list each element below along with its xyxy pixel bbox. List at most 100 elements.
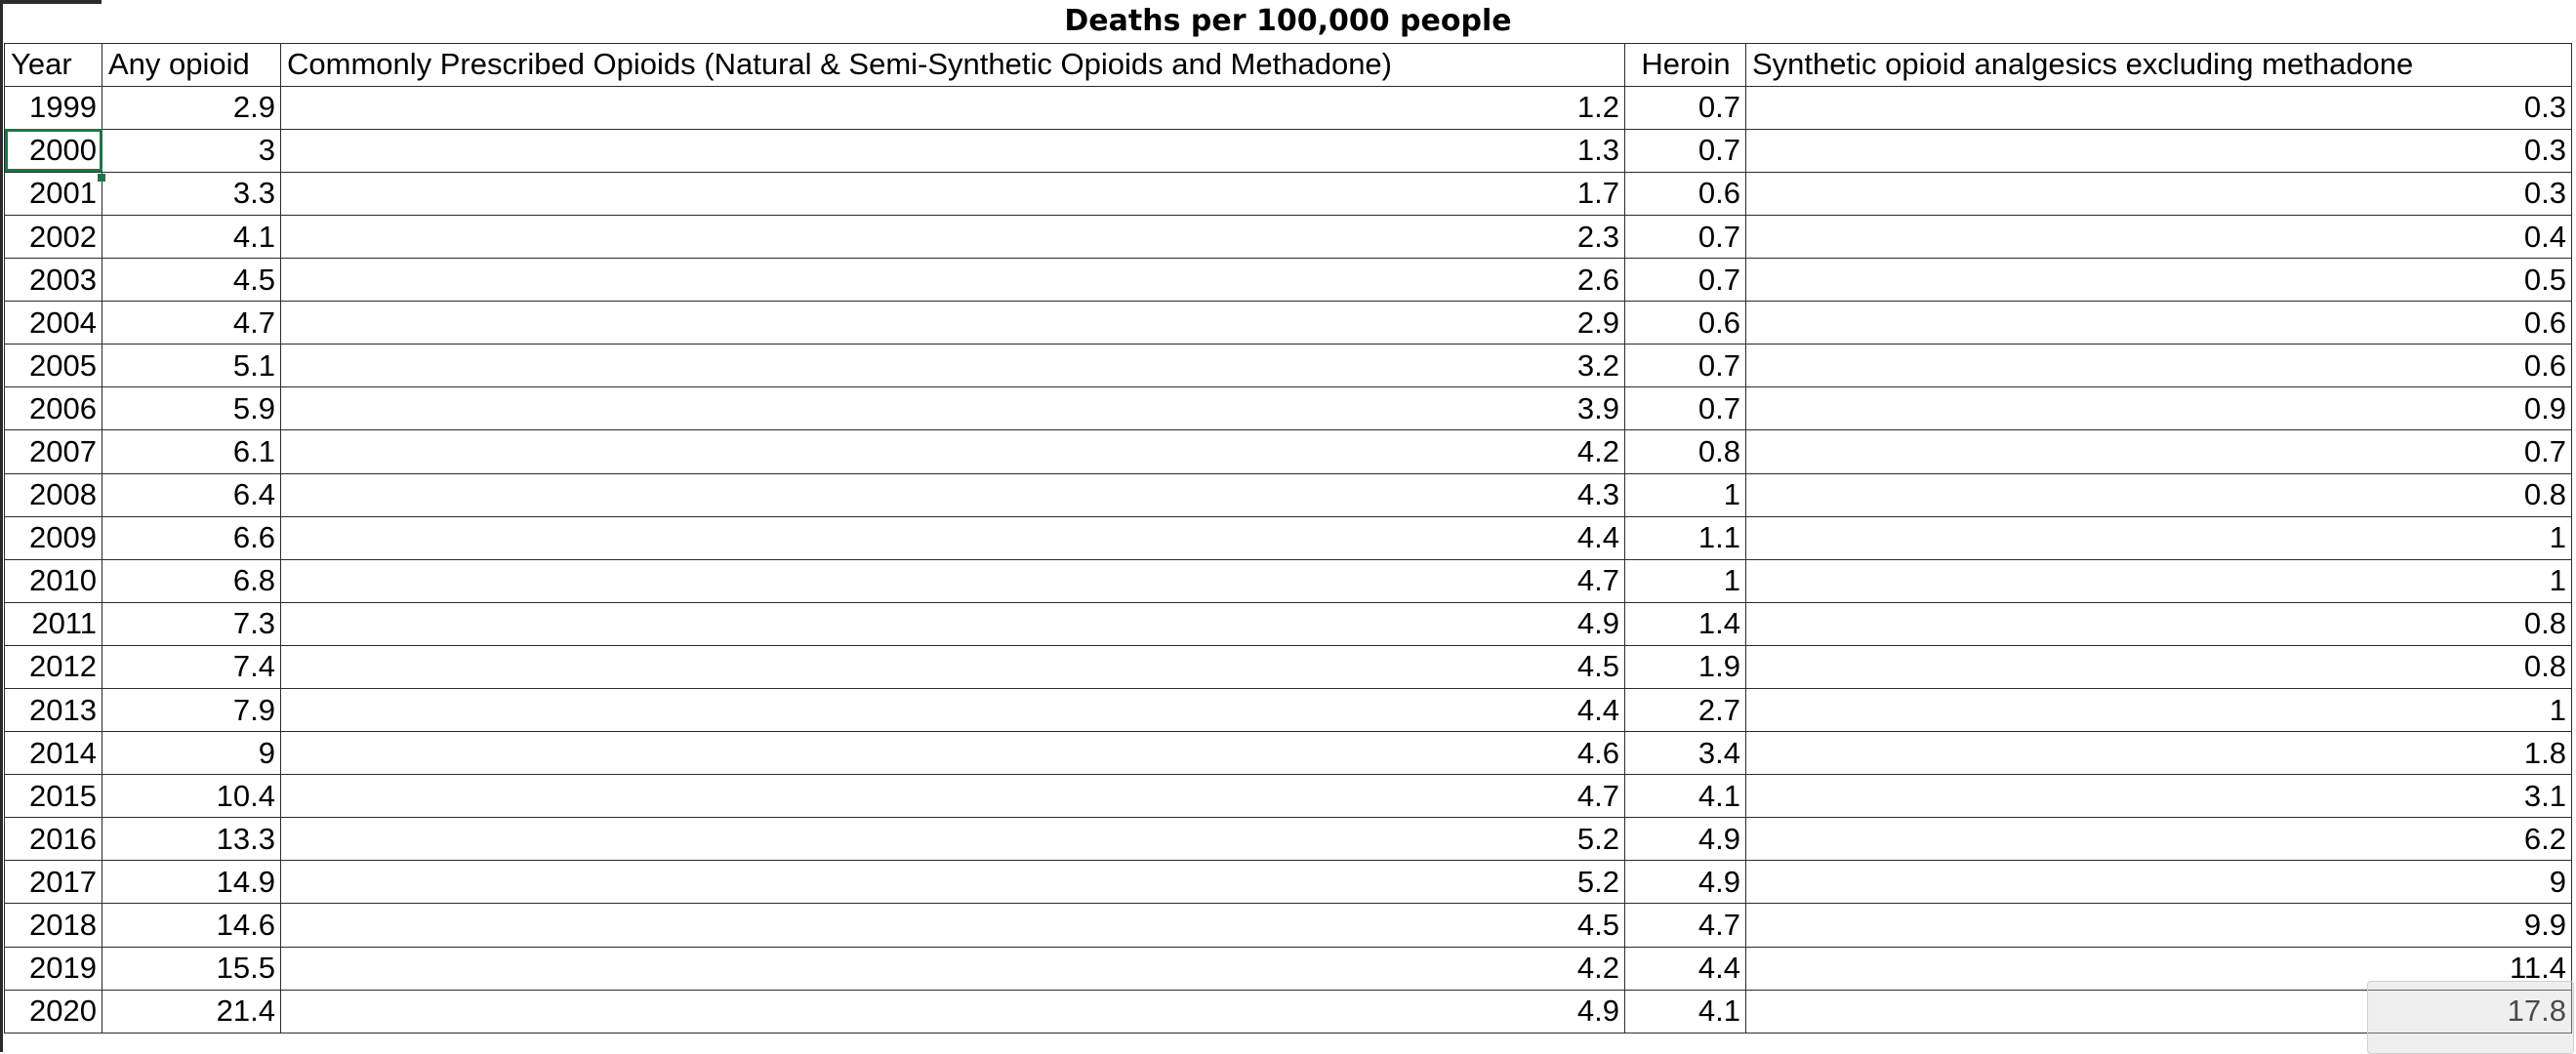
cell-synthetic-opioids[interactable]: 0.3 — [1745, 171, 2572, 216]
cell-heroin[interactable]: 0.8 — [1624, 429, 1746, 474]
cell-year[interactable]: 2004 — [4, 301, 102, 345]
cell-synthetic-opioids[interactable]: 6.2 — [1745, 817, 2572, 862]
cell-synthetic-opioids[interactable]: 0.4 — [1745, 214, 2572, 260]
cell-synthetic-opioids[interactable]: 0.6 — [1745, 344, 2572, 388]
cell-prescribed-opioids[interactable]: 5.2 — [280, 860, 1625, 905]
cell-any-opioid[interactable]: 7.4 — [102, 644, 281, 690]
cell-year[interactable]: 2013 — [4, 687, 102, 733]
cell-year[interactable]: 2014 — [4, 731, 102, 776]
cell-any-opioid[interactable]: 7.3 — [102, 601, 281, 646]
table-title[interactable]: Deaths per 100,000 people — [4, 0, 2572, 44]
cell-heroin[interactable]: 4.1 — [1624, 989, 1746, 1034]
cell-synthetic-opioids[interactable]: 3.1 — [1745, 774, 2572, 819]
cell-synthetic-opioids[interactable]: 0.9 — [1745, 386, 2572, 431]
cell-heroin[interactable]: 4.9 — [1624, 817, 1746, 862]
cell-prescribed-opioids[interactable]: 3.9 — [280, 386, 1625, 431]
cell-heroin[interactable]: 0.7 — [1624, 128, 1746, 173]
cell-synthetic-opioids[interactable]: 0.5 — [1745, 258, 2572, 303]
cell-synthetic-opioids[interactable]: 0.8 — [1745, 601, 2572, 646]
cell-any-opioid[interactable]: 5.1 — [102, 344, 281, 388]
cell-heroin[interactable]: 4.7 — [1624, 903, 1746, 948]
cell-prescribed-opioids[interactable]: 1.3 — [280, 128, 1625, 173]
cell-any-opioid[interactable]: 21.4 — [102, 989, 281, 1034]
cell-any-opioid[interactable]: 5.9 — [102, 386, 281, 431]
cell-year[interactable]: 2015 — [4, 774, 102, 819]
cell-year[interactable]: 1999 — [4, 85, 102, 130]
cell-any-opioid[interactable]: 6.8 — [102, 558, 281, 603]
cell-heroin[interactable]: 4.4 — [1624, 946, 1746, 991]
cell-heroin[interactable]: 4.9 — [1624, 860, 1746, 905]
cell-prescribed-opioids[interactable]: 4.5 — [280, 903, 1625, 948]
cell-synthetic-opioids[interactable]: 0.7 — [1745, 429, 2572, 474]
cell-heroin[interactable]: 1.4 — [1624, 601, 1746, 646]
cell-synthetic-opioids[interactable]: 1 — [1745, 558, 2572, 603]
cell-heroin[interactable]: 1 — [1624, 558, 1746, 603]
cell-prescribed-opioids[interactable]: 2.9 — [280, 301, 1625, 345]
cell-year[interactable]: 2019 — [4, 946, 102, 991]
cell-year[interactable]: 2000 — [4, 128, 102, 173]
cell-heroin[interactable]: 0.6 — [1624, 171, 1746, 216]
cell-synthetic-opioids[interactable]: 1.8 — [1745, 731, 2572, 776]
cell-synthetic-opioids[interactable]: 0.8 — [1745, 472, 2572, 517]
cell-heroin[interactable]: 2.7 — [1624, 687, 1746, 733]
header-prescribed-opioids[interactable]: Commonly Prescribed Opioids (Natural & S… — [280, 42, 1625, 87]
cell-year[interactable]: 2017 — [4, 860, 102, 905]
cell-any-opioid[interactable]: 6.1 — [102, 429, 281, 474]
cell-year[interactable]: 2008 — [4, 472, 102, 517]
header-year[interactable]: Year — [4, 42, 102, 87]
cell-synthetic-opioids[interactable]: 0.8 — [1745, 644, 2572, 690]
cell-prescribed-opioids[interactable]: 4.7 — [280, 774, 1625, 819]
cell-prescribed-opioids[interactable]: 4.7 — [280, 558, 1625, 603]
cell-year[interactable]: 2006 — [4, 386, 102, 431]
cell-year[interactable]: 2009 — [4, 515, 102, 560]
cell-any-opioid[interactable]: 2.9 — [102, 85, 281, 130]
cell-heroin[interactable]: 3.4 — [1624, 731, 1746, 776]
cell-any-opioid[interactable]: 10.4 — [102, 774, 281, 819]
cell-any-opioid[interactable]: 4.7 — [102, 301, 281, 345]
cell-heroin[interactable]: 4.1 — [1624, 774, 1746, 819]
cell-any-opioid[interactable]: 9 — [102, 731, 281, 776]
cell-prescribed-opioids[interactable]: 5.2 — [280, 817, 1625, 862]
cell-prescribed-opioids[interactable]: 4.4 — [280, 687, 1625, 733]
cell-prescribed-opioids[interactable]: 4.3 — [280, 472, 1625, 517]
cell-prescribed-opioids[interactable]: 4.5 — [280, 644, 1625, 690]
cell-synthetic-opioids[interactable]: 17.8 — [1745, 989, 2572, 1034]
cell-prescribed-opioids[interactable]: 4.4 — [280, 515, 1625, 560]
cell-prescribed-opioids[interactable]: 4.6 — [280, 731, 1625, 776]
cell-prescribed-opioids[interactable]: 4.2 — [280, 429, 1625, 474]
header-heroin[interactable]: Heroin — [1624, 42, 1746, 87]
cell-year[interactable]: 2018 — [4, 903, 102, 948]
cell-any-opioid[interactable]: 3.3 — [102, 171, 281, 216]
cell-heroin[interactable]: 0.7 — [1624, 85, 1746, 130]
cell-synthetic-opioids[interactable]: 1 — [1745, 515, 2572, 560]
cell-heroin[interactable]: 0.7 — [1624, 344, 1746, 388]
cell-synthetic-opioids[interactable]: 1 — [1745, 687, 2572, 733]
cell-any-opioid[interactable]: 7.9 — [102, 687, 281, 733]
cell-synthetic-opioids[interactable]: 0.3 — [1745, 85, 2572, 130]
cell-any-opioid[interactable]: 6.4 — [102, 472, 281, 517]
cell-prescribed-opioids[interactable]: 1.2 — [280, 85, 1625, 130]
cell-year[interactable]: 2001 — [4, 171, 102, 216]
cell-heroin[interactable]: 1.1 — [1624, 515, 1746, 560]
cell-any-opioid[interactable]: 14.6 — [102, 903, 281, 948]
cell-prescribed-opioids[interactable]: 3.2 — [280, 344, 1625, 388]
cell-prescribed-opioids[interactable]: 2.3 — [280, 214, 1625, 260]
selection-fill-handle[interactable] — [98, 174, 105, 182]
cell-synthetic-opioids[interactable]: 0.3 — [1745, 128, 2572, 173]
cell-heroin[interactable]: 1 — [1624, 472, 1746, 517]
cell-prescribed-opioids[interactable]: 1.7 — [280, 171, 1625, 216]
cell-heroin[interactable]: 0.7 — [1624, 386, 1746, 431]
cell-heroin[interactable]: 1.9 — [1624, 644, 1746, 690]
cell-year[interactable]: 2003 — [4, 258, 102, 303]
cell-any-opioid[interactable]: 14.9 — [102, 860, 281, 905]
cell-any-opioid[interactable]: 6.6 — [102, 515, 281, 560]
cell-any-opioid[interactable]: 3 — [102, 128, 281, 173]
cell-any-opioid[interactable]: 4.5 — [102, 258, 281, 303]
cell-year[interactable]: 2002 — [4, 214, 102, 260]
cell-any-opioid[interactable]: 15.5 — [102, 946, 281, 991]
header-synthetic-opioids[interactable]: Synthetic opioid analgesics excluding me… — [1745, 42, 2572, 87]
cell-year[interactable]: 2020 — [4, 989, 102, 1034]
cell-year[interactable]: 2005 — [4, 344, 102, 388]
cell-synthetic-opioids[interactable]: 9.9 — [1745, 903, 2572, 948]
cell-year[interactable]: 2010 — [4, 558, 102, 603]
